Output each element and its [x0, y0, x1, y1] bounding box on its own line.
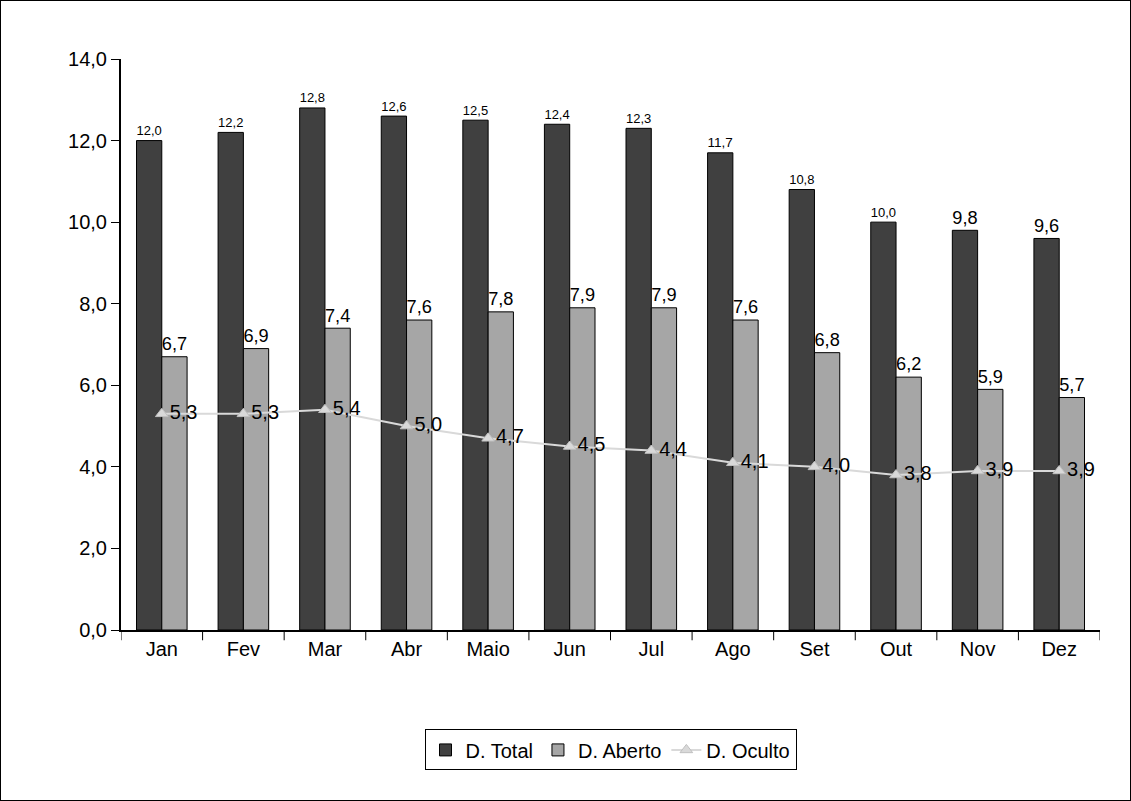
svg-text:Dez: Dez	[1041, 638, 1077, 660]
svg-text:10,0: 10,0	[68, 211, 107, 233]
svg-text:3,9: 3,9	[985, 458, 1013, 480]
svg-text:Nov: Nov	[960, 638, 996, 660]
svg-text:6,7: 6,7	[162, 334, 187, 354]
svg-text:5,4: 5,4	[333, 397, 361, 419]
svg-text:4,0: 4,0	[79, 456, 107, 478]
svg-text:12,4: 12,4	[544, 107, 569, 122]
svg-text:8,0: 8,0	[79, 293, 107, 315]
svg-text:Ago: Ago	[715, 638, 751, 660]
svg-text:Maio: Maio	[466, 638, 509, 660]
svg-text:6,2: 6,2	[896, 354, 921, 374]
svg-text:5,3: 5,3	[251, 401, 279, 423]
svg-text:Jan: Jan	[146, 638, 178, 660]
svg-text:12,6: 12,6	[381, 99, 406, 114]
svg-text:4,1: 4,1	[741, 450, 769, 472]
svg-text:7,8: 7,8	[488, 289, 513, 309]
svg-text:6,0: 6,0	[79, 374, 107, 396]
svg-text:12,5: 12,5	[463, 103, 488, 118]
svg-text:Set: Set	[799, 638, 829, 660]
svg-text:5,9: 5,9	[978, 367, 1003, 387]
svg-text:10,0: 10,0	[871, 205, 896, 220]
svg-text:2,0: 2,0	[79, 537, 107, 559]
svg-text:6,8: 6,8	[814, 330, 839, 350]
svg-text:12,2: 12,2	[218, 115, 243, 130]
svg-text:D. Oculto: D. Oculto	[706, 740, 789, 762]
svg-text:0,0: 0,0	[79, 619, 107, 641]
svg-text:4,4: 4,4	[659, 438, 687, 460]
svg-text:11,7: 11,7	[708, 135, 733, 150]
svg-text:12,0: 12,0	[137, 123, 162, 138]
svg-text:Out: Out	[880, 638, 913, 660]
svg-text:7,4: 7,4	[325, 306, 350, 326]
svg-text:12,8: 12,8	[300, 90, 325, 105]
svg-text:5,7: 5,7	[1059, 375, 1084, 395]
svg-text:5,0: 5,0	[414, 413, 442, 435]
svg-text:9,8: 9,8	[952, 208, 977, 228]
svg-text:12,0: 12,0	[68, 130, 107, 152]
svg-text:7,6: 7,6	[733, 297, 758, 317]
svg-text:Mar: Mar	[308, 638, 343, 660]
svg-text:4,7: 4,7	[496, 425, 524, 447]
svg-text:4,0: 4,0	[822, 454, 850, 476]
svg-text:Abr: Abr	[391, 638, 422, 660]
svg-text:5,3: 5,3	[170, 401, 198, 423]
svg-text:6,9: 6,9	[243, 326, 268, 346]
svg-text:Jun: Jun	[554, 638, 586, 660]
svg-text:9,6: 9,6	[1034, 216, 1059, 236]
svg-text:10,8: 10,8	[789, 172, 814, 187]
svg-text:14,0: 14,0	[68, 48, 107, 70]
svg-text:3,9: 3,9	[1067, 458, 1095, 480]
svg-text:7,9: 7,9	[651, 285, 676, 305]
svg-text:Fev: Fev	[227, 638, 260, 660]
svg-text:D. Aberto: D. Aberto	[578, 740, 661, 762]
svg-text:4,5: 4,5	[578, 433, 606, 455]
svg-text:7,9: 7,9	[570, 285, 595, 305]
svg-text:12,3: 12,3	[626, 111, 651, 126]
svg-text:D. Total: D. Total	[466, 740, 533, 762]
svg-text:3,8: 3,8	[904, 462, 932, 484]
svg-text:7,6: 7,6	[407, 297, 432, 317]
svg-text:Jul: Jul	[639, 638, 665, 660]
